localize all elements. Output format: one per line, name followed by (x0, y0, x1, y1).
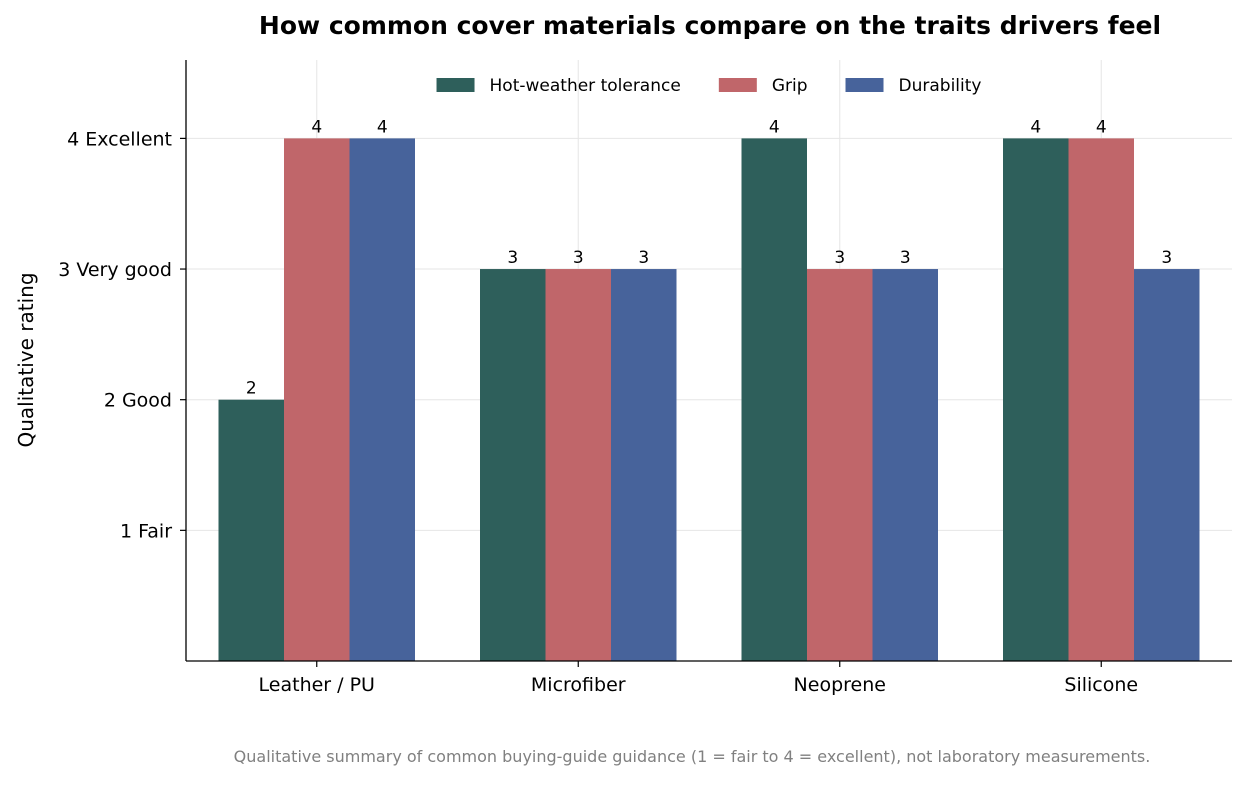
bar-value-label: 3 (834, 248, 845, 268)
footnote: Qualitative summary of common buying-gui… (234, 747, 1151, 766)
bar-value-label: 3 (573, 248, 584, 268)
bar-value-label: 4 (377, 117, 388, 137)
bar (611, 269, 677, 661)
legend-label: Durability (899, 76, 982, 96)
bar-value-labels: 2 4 4 3 3 3 4 3 3 4 4 3 (246, 117, 1172, 398)
bar-value-label: 2 (246, 379, 257, 399)
y-tick-label: 2 Good (104, 390, 172, 412)
legend-swatch (718, 78, 757, 92)
x-tick-label: Leather / PU (259, 674, 375, 696)
legend-swatch (845, 78, 884, 92)
bar-value-label: 3 (1161, 248, 1172, 268)
bar (1134, 269, 1200, 661)
bar-value-label: 3 (507, 248, 518, 268)
bar-value-label: 3 (900, 248, 911, 268)
legend-label: Grip (772, 76, 808, 96)
bar-value-label: 3 (638, 248, 649, 268)
chart-title: How common cover materials compare on th… (259, 11, 1161, 40)
x-tick-label: Microfiber (531, 674, 626, 696)
bar-value-label: 4 (1030, 117, 1041, 137)
axes: 1 Fair 2 Good 3 Very good 4 Excellent Leathe… (58, 60, 1232, 696)
y-tick-label: 4 Excellent (67, 128, 172, 150)
legend-swatch (436, 78, 475, 92)
legend-label: Hot-weather tolerance (490, 76, 681, 96)
bar-value-label: 4 (1096, 117, 1107, 137)
bar (218, 399, 284, 661)
x-tick-label: Silicone (1064, 674, 1138, 696)
legend: Hot-weather tolerance Grip Durability (436, 76, 982, 96)
bar (284, 138, 350, 662)
bar (807, 269, 873, 661)
bar (545, 269, 611, 661)
y-tick-label: 1 Fair (120, 520, 172, 542)
bar (1003, 138, 1069, 662)
bar (872, 269, 938, 661)
y-axis-label: Qualitative rating (14, 272, 38, 447)
x-tick-label: Neoprene (794, 674, 886, 696)
y-tick-label: 3 Very good (58, 259, 172, 281)
bar (741, 138, 807, 662)
bar-value-label: 4 (769, 117, 780, 137)
bar (1068, 138, 1134, 662)
bars (218, 138, 1200, 662)
bar (349, 138, 415, 662)
bar-value-label: 4 (311, 117, 322, 137)
bar (480, 269, 546, 661)
